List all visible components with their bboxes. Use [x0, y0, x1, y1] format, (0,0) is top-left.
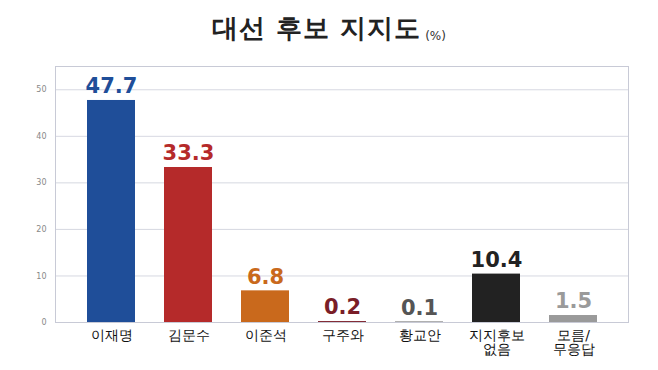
- svg-text:이재명: 이재명: [91, 327, 133, 343]
- svg-text:50: 50: [36, 85, 46, 94]
- svg-text:김문수: 김문수: [168, 327, 210, 343]
- svg-text:47.7: 47.7: [86, 74, 138, 98]
- svg-text:20: 20: [36, 225, 46, 234]
- svg-text:40: 40: [36, 132, 46, 141]
- svg-text:10.4: 10.4: [471, 248, 523, 272]
- svg-text:황교안: 황교안: [399, 327, 441, 343]
- html-text:대선 후보 지지도: 대선 후보 지지도: [212, 13, 422, 43]
- svg-text:지지후보없음: 지지후보없음: [469, 327, 525, 357]
- svg-text:1.5: 1.5: [555, 289, 592, 313]
- svg-text:10: 10: [36, 272, 46, 281]
- svg-text:33.3: 33.3: [163, 141, 215, 165]
- svg-text:30: 30: [36, 178, 46, 187]
- svg-text:모름/무응답: 모름/무응답: [553, 327, 595, 357]
- svg-text:구주와: 구주와: [322, 327, 364, 343]
- svg-text:0.2: 0.2: [324, 295, 361, 319]
- svg-text:0: 0: [41, 318, 46, 327]
- svg-text:0.1: 0.1: [401, 296, 438, 320]
- svg-text:이준석: 이준석: [245, 327, 287, 343]
- svg-text:6.8: 6.8: [247, 265, 284, 289]
